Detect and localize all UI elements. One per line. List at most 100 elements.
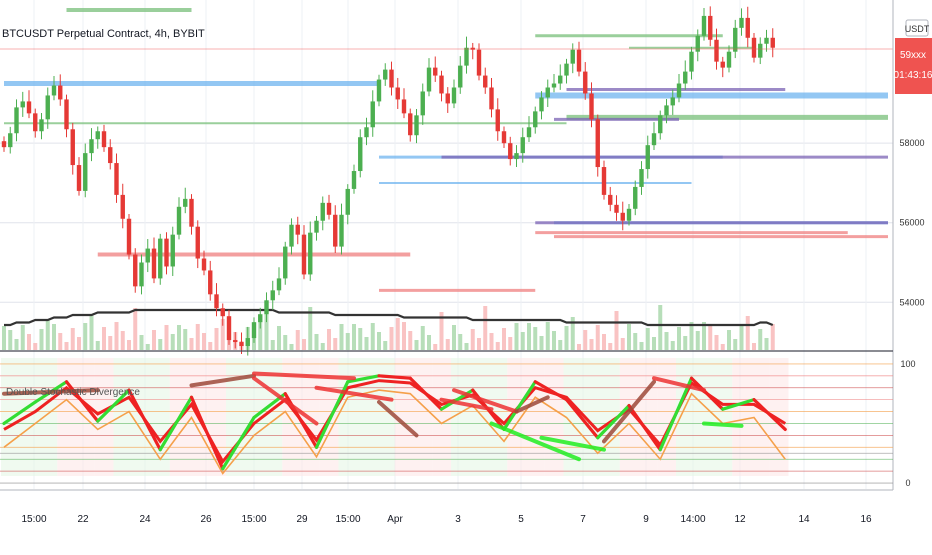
candle-body (501, 131, 507, 144)
candle-body (333, 214, 338, 247)
volume-bar (727, 330, 731, 350)
candle-body (458, 65, 463, 88)
candle-body (389, 69, 394, 88)
candle-body (226, 316, 232, 341)
candle-body (608, 194, 613, 205)
volume-bar (258, 322, 263, 350)
volume-bar (527, 323, 531, 350)
candle-body (33, 113, 38, 132)
volume-bar (545, 322, 550, 350)
volume-bar (452, 325, 456, 350)
candle-body (526, 127, 532, 138)
candle-body (420, 91, 425, 116)
oscillator-pane[interactable]: Double Stochastic Divergence 0 100 (0, 358, 916, 488)
stochastic-k-segment (377, 374, 412, 380)
time-tick-label: 5 (518, 514, 524, 525)
volume-bar (402, 322, 406, 350)
candle-body (320, 202, 325, 221)
volume-bar (739, 325, 744, 350)
candle-body (745, 17, 750, 38)
time-axis[interactable]: 15:00 22 24 26 15:00 29 15:00 Apr 3 5 7 9 14:00 12 14 1… (0, 489, 893, 525)
candle-body (51, 85, 57, 96)
bar-countdown: 01:43:16 (894, 70, 932, 81)
candle-body (76, 165, 82, 191)
currency-badge[interactable]: USDT (905, 19, 930, 37)
volume-bar (695, 331, 700, 350)
price-pane[interactable]: BTCUSDT Perpetual Contract, 4h, BYBIT (0, 0, 893, 489)
candle-body (26, 101, 32, 114)
volume-bar (252, 336, 256, 350)
stochastic-k-segment (96, 388, 131, 423)
candle-body (364, 127, 369, 138)
volume-bar (277, 326, 281, 350)
candle-body (270, 290, 275, 301)
candle-body (683, 71, 688, 84)
volume-bar (77, 337, 81, 350)
candle-body (183, 198, 188, 207)
candle-body (258, 314, 263, 323)
volume-bar (95, 341, 100, 350)
candle-body (695, 35, 700, 52)
price-axis-ticks: 54000 56000 58000 (899, 138, 924, 307)
candle-body (58, 85, 63, 100)
volume-bar (120, 331, 125, 350)
candle-body (658, 115, 663, 134)
candle-body (70, 129, 75, 166)
candle-body (370, 101, 375, 128)
stochastic-k-segment (596, 404, 631, 440)
volume-bar (52, 324, 56, 350)
price-tick-label: 54000 (899, 297, 924, 307)
last-price-value: 59xxx (900, 50, 926, 61)
volume-bar (89, 314, 94, 350)
volume-bar (314, 334, 319, 350)
volume-bar (733, 339, 738, 350)
time-tick-label: 14:00 (680, 514, 705, 525)
candle-body (726, 51, 732, 68)
divergence-line (2, 388, 100, 396)
time-tick-label: 3 (455, 514, 461, 525)
volume-bar (558, 340, 563, 350)
candle-body (395, 87, 400, 100)
candle-body (614, 204, 619, 213)
stochastic-k-segment (127, 388, 162, 452)
volume-bar (439, 312, 444, 350)
stochastic-k-segment (502, 380, 537, 432)
candle-body (733, 27, 738, 52)
candle-body (120, 194, 125, 219)
candle-body (708, 15, 713, 40)
time-tick-label: 9 (643, 514, 649, 525)
volume-bar (464, 343, 469, 350)
candle-body (464, 47, 469, 66)
stochastic-k-segment (221, 415, 256, 471)
volume-bar (289, 344, 294, 350)
candle-body (176, 206, 182, 235)
candle-body (145, 248, 150, 263)
stochastic-k-segment (658, 376, 694, 452)
candle-body (758, 43, 763, 58)
volume-bar (608, 343, 613, 350)
candle-body (576, 49, 582, 72)
candle-body (495, 109, 500, 132)
volume-bar (689, 322, 694, 350)
volume-bar (14, 339, 19, 350)
stochastic-k-segment (64, 380, 100, 423)
candle-body (433, 67, 438, 76)
osc-tick-label: 0 (905, 478, 910, 488)
volume-bar (483, 306, 488, 350)
volume-bar (8, 330, 13, 350)
candle-body (164, 238, 169, 267)
currency-badge-label: USDT (905, 24, 930, 34)
candle-body (339, 214, 344, 247)
volume-bar (564, 326, 569, 350)
candle-body (451, 87, 457, 104)
volume-bar (189, 338, 194, 350)
volume-bar (114, 322, 119, 350)
volume-bar (264, 313, 269, 350)
time-tick-label: 22 (77, 514, 89, 525)
candle-body (264, 300, 269, 315)
price-axis[interactable]: 54000 56000 58000 USDT 59xxx 01:43:16 (892, 0, 932, 490)
stochastic-k-segment (752, 398, 787, 432)
candle-body (301, 234, 307, 275)
volume-bar (664, 332, 669, 350)
